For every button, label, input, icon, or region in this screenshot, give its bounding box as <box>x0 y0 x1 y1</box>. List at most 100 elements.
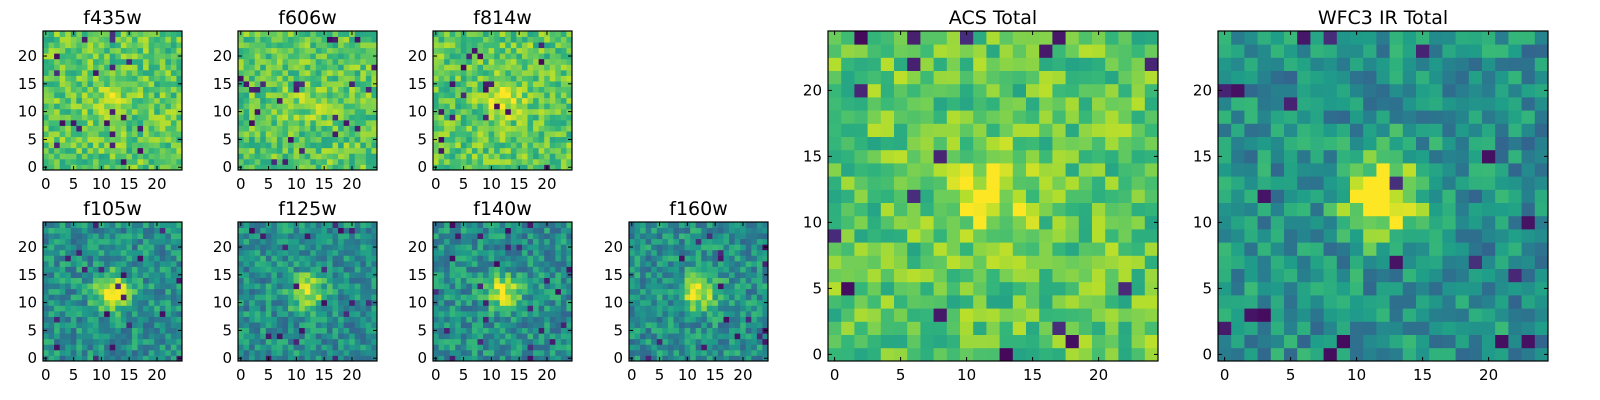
pixel-cell <box>170 238 177 245</box>
pixel-cell <box>120 333 127 340</box>
pixel-cell <box>321 131 328 138</box>
pixel-cell <box>260 255 267 262</box>
pixel-cell <box>148 86 155 93</box>
pixel-cell <box>48 266 55 273</box>
pixel-cell <box>499 283 506 290</box>
pixel-cell <box>751 277 758 284</box>
pixel-cell <box>662 266 669 273</box>
pixel-cell <box>137 316 144 323</box>
pixel-cell <box>159 64 166 71</box>
pixel-cell <box>494 125 501 132</box>
pixel-cell <box>59 305 66 312</box>
pixel-cell <box>293 277 300 284</box>
pixel-cell <box>651 349 658 356</box>
pixel-cell <box>505 125 512 132</box>
pixel-cell <box>533 97 540 104</box>
pixel-cell <box>695 344 702 351</box>
pixel-cell <box>76 142 83 149</box>
pixel-cell <box>673 322 680 329</box>
pixel-cell <box>505 164 512 171</box>
pixel-cell <box>326 81 333 87</box>
pixel-cell <box>371 42 378 49</box>
pixel-cell <box>438 238 445 245</box>
pixel-cell <box>920 255 934 269</box>
pixel-cell <box>98 299 105 306</box>
pixel-cell <box>960 163 974 177</box>
pixel-cell <box>477 75 484 82</box>
pixel-cell <box>104 255 111 262</box>
pixel-cell <box>510 272 517 278</box>
pixel-cell <box>126 349 133 356</box>
pixel-cell <box>98 272 105 278</box>
pixel-cell <box>521 344 528 351</box>
pixel-cell <box>70 136 77 143</box>
pixel-cell <box>444 322 451 329</box>
pixel-cell <box>76 344 83 351</box>
pixel-cell <box>304 305 311 312</box>
pixel-cell <box>488 53 495 60</box>
pixel-cell <box>59 58 66 65</box>
x-tick-label: 15 <box>706 366 725 384</box>
pixel-cell <box>131 227 138 234</box>
pixel-cell <box>555 114 562 121</box>
pixel-cell <box>433 316 439 323</box>
pixel-cell <box>999 281 1014 296</box>
pixel-cell <box>365 36 372 43</box>
pixel-cell <box>254 58 261 65</box>
pixel-cell <box>1118 281 1132 296</box>
pixel-cell <box>43 260 49 267</box>
pixel-cell <box>115 97 122 104</box>
pixel-cell <box>521 327 528 334</box>
pixel-cell <box>243 316 250 323</box>
pixel-cell <box>560 283 567 290</box>
pixel-cell <box>756 355 763 362</box>
pixel-cell <box>1052 295 1066 309</box>
pixel-cell <box>120 288 127 295</box>
y-tick-label: 5 <box>222 321 232 339</box>
pixel-cell <box>109 333 116 340</box>
pixel-cell <box>148 69 155 76</box>
pixel-cell <box>651 233 658 240</box>
pixel-cell <box>566 125 573 132</box>
pixel-cell <box>265 349 272 356</box>
pixel-cell <box>249 349 256 356</box>
pixel-cell <box>471 355 478 362</box>
pixel-cell <box>566 103 573 110</box>
pixel-cell <box>126 92 133 99</box>
pixel-cell <box>282 305 289 312</box>
pixel-cell <box>1039 202 1053 217</box>
pixel-cell <box>477 158 484 165</box>
pixel-cell <box>109 349 116 356</box>
pixel-cell <box>629 238 635 245</box>
pixel-cell <box>238 322 244 329</box>
pixel-cell <box>343 244 350 251</box>
pixel-cell <box>115 31 122 37</box>
pixel-cell <box>243 136 250 143</box>
pixel-cell <box>54 53 61 60</box>
pixel-cell <box>986 202 1000 217</box>
pixel-cell <box>343 53 350 60</box>
pixel-cell <box>695 283 702 290</box>
pixel-cell <box>544 147 551 154</box>
pixel-cell <box>343 125 350 132</box>
pixel-cell <box>154 97 161 104</box>
pixel-cell <box>549 227 556 234</box>
pixel-cell <box>999 308 1014 322</box>
pixel-cell <box>444 108 451 115</box>
pixel-cell <box>104 119 111 126</box>
pixel-cell <box>137 108 144 115</box>
pixel-cell <box>488 266 495 273</box>
pixel-cell <box>98 255 105 262</box>
pixel-cell <box>505 147 512 154</box>
pixel-cell <box>867 255 882 269</box>
pixel-cell <box>651 272 658 278</box>
pixel-cell <box>521 294 528 301</box>
pixel-cell <box>59 75 66 82</box>
pixel-cell <box>701 244 708 251</box>
pixel-cell <box>137 114 144 121</box>
pixel-cell <box>494 310 501 317</box>
pixel-cell <box>745 310 752 317</box>
pixel-cell <box>54 58 61 65</box>
pixel-cell <box>471 103 478 110</box>
pixel-cell <box>148 338 155 345</box>
